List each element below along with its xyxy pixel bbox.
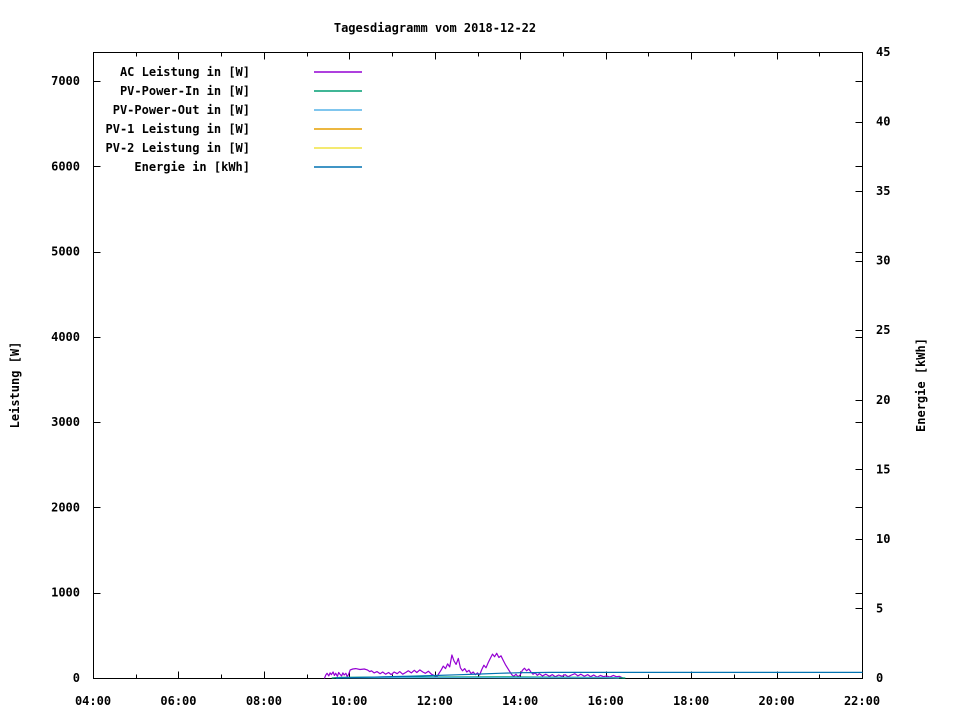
x-tick-label: 06:00 [160, 694, 196, 708]
y2-tick-label: 45 [876, 45, 890, 59]
x-tick-label: 18:00 [673, 694, 709, 708]
y-tick-label: 7000 [51, 74, 80, 88]
y2-tick-label: 40 [876, 115, 890, 129]
y-tick-label: 1000 [51, 586, 80, 600]
y-tick-label: 3000 [51, 415, 80, 429]
y2-tick-label: 35 [876, 184, 890, 198]
y2-tick-label: 20 [876, 393, 890, 407]
x-tick-label: 16:00 [588, 694, 624, 708]
legend-label: PV-Power-In in [W] [120, 84, 250, 98]
y-tick-label: 6000 [51, 159, 80, 173]
x-tick-label: 20:00 [758, 694, 794, 708]
y-tick-label: 5000 [51, 245, 80, 259]
y2-tick-label: 15 [876, 462, 890, 476]
y-tick-label: 2000 [51, 500, 80, 514]
x-tick-label: 04:00 [75, 694, 111, 708]
chart-title: Tagesdiagramm vom 2018-12-22 [333, 21, 537, 35]
y2-tick-label: 10 [876, 532, 890, 546]
x-tick-label: 10:00 [331, 694, 367, 708]
y2-tick-label: 25 [876, 323, 890, 337]
legend-label: AC Leistung in [W] [120, 65, 250, 79]
y-tick-label: 0 [73, 671, 80, 685]
y2-tick-label: 30 [876, 254, 890, 268]
legend-label: Energie in [kWh] [134, 160, 250, 174]
legend-label: PV-2 Leistung in [W] [106, 141, 251, 155]
legend-label: PV-1 Leistung in [W] [106, 122, 251, 136]
y2-tick-label: 0 [876, 671, 883, 685]
x-tick-label: 14:00 [502, 694, 538, 708]
x-tick-label: 08:00 [246, 694, 282, 708]
series-line-energie-in-kwh [335, 671, 863, 679]
y-tick-label: 4000 [51, 330, 80, 344]
y2-tick-label: 5 [876, 601, 883, 615]
x-tick-label: 22:00 [844, 694, 880, 708]
x-tick-label: 12:00 [417, 694, 453, 708]
legend-label: PV-Power-Out in [W] [113, 103, 250, 117]
series-line-ac-leistung-in-w [324, 652, 624, 679]
